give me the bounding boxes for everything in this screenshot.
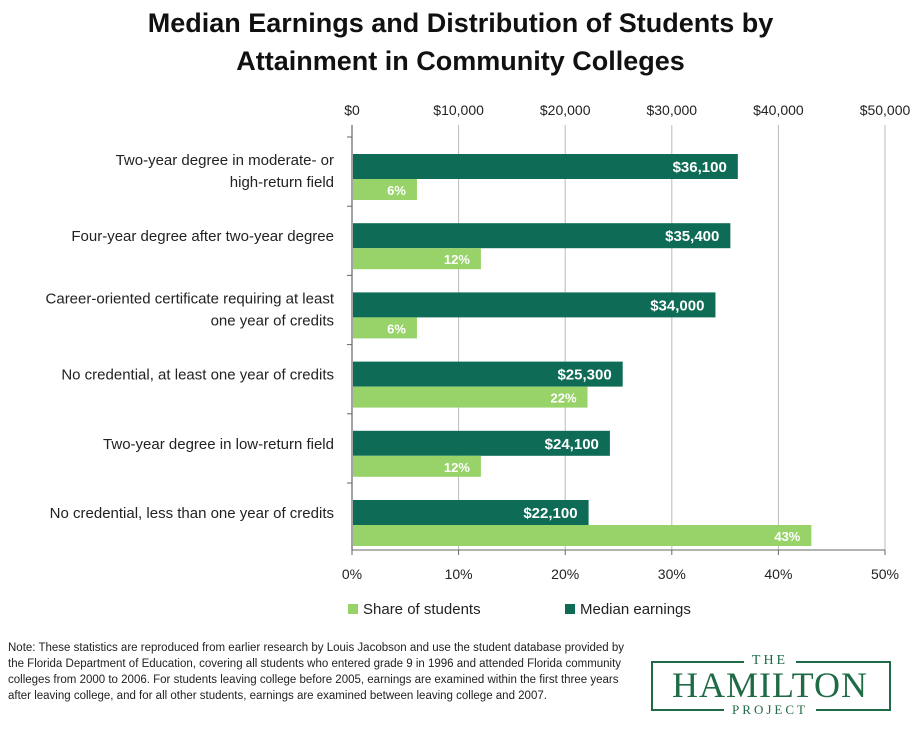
share-bar: [353, 317, 417, 339]
share-bar: [353, 386, 588, 408]
legend-label-share: Share of students: [363, 601, 481, 618]
share-data-label: 12%: [444, 460, 470, 475]
x-axis-bottom-tick-label: 0%: [342, 566, 362, 582]
earnings-bar: [353, 361, 623, 387]
x-axis-bottom-tick-label: 50%: [871, 566, 899, 582]
share-data-label: 6%: [387, 321, 406, 336]
x-axis-bottom-tick-label: 10%: [445, 566, 473, 582]
share-data-label: 22%: [550, 391, 576, 406]
hamilton-project-logo: THE HAMILTON PROJECT: [651, 651, 891, 717]
x-axis-top-tick-label: $0: [344, 102, 360, 118]
legend-swatch-share: [348, 604, 358, 614]
chart-title-line1: Median Earnings and Distribution of Stud…: [147, 8, 774, 38]
logo-project: PROJECT: [724, 702, 816, 717]
share-data-label: 12%: [444, 252, 470, 267]
category-label: Two-year degree in low-return field: [103, 436, 334, 453]
category-label: Four-year degree after two-year degree: [71, 228, 334, 245]
x-axis-top-tick-label: $30,000: [646, 102, 697, 118]
x-axis-top-tick-label: $50,000: [860, 102, 911, 118]
chart-title-line2: Attainment in Community Colleges: [236, 46, 685, 76]
category-label: No credential, less than one year of cre…: [50, 505, 334, 522]
earnings-bar: [353, 154, 738, 179]
x-axis-bottom-tick-label: 40%: [764, 566, 792, 582]
share-bar: [353, 248, 481, 270]
earnings-bar: [353, 500, 589, 525]
category-label: Career-oriented certificate requiring at…: [46, 290, 335, 307]
share-bar: [353, 455, 481, 477]
category-label: one year of credits: [211, 312, 334, 329]
x-axis-bottom-tick-label: 30%: [658, 566, 686, 582]
earnings-data-label: $24,100: [545, 436, 599, 453]
category-label: high-return field: [230, 174, 334, 191]
x-axis-bottom-tick-label: 20%: [551, 566, 579, 582]
x-axis-top-tick-label: $10,000: [433, 102, 484, 118]
earnings-data-label: $25,300: [557, 367, 611, 384]
share-data-label: 43%: [774, 529, 800, 544]
share-bar: [353, 525, 812, 546]
earnings-data-label: $22,100: [523, 505, 577, 522]
earnings-data-label: $36,100: [673, 159, 727, 176]
logo-the: THE: [743, 653, 797, 668]
legend-swatch-earnings: [565, 604, 575, 614]
x-axis-top-tick-label: $20,000: [540, 102, 591, 118]
logo-name: HAMILTON: [671, 665, 868, 705]
earnings-data-label: $34,000: [650, 297, 704, 314]
legend-label-earnings: Median earnings: [580, 601, 691, 618]
share-bar: [353, 179, 417, 200]
share-data-label: 6%: [387, 183, 406, 198]
category-label: Two-year degree in moderate- or: [116, 152, 334, 169]
category-label: No credential, at least one year of cred…: [61, 367, 334, 384]
earnings-data-label: $35,400: [665, 228, 719, 245]
chart-title: Median Earnings and Distribution of Stud…: [0, 4, 921, 80]
footnote: Note: These statistics are reproduced fr…: [8, 642, 625, 702]
earnings-bar: [353, 223, 731, 249]
x-axis-top-tick-label: $40,000: [753, 102, 804, 118]
bar-chart: $0 $10,000 $20,000 $30,000 $40,000 $50,000 0% 1…: [46, 102, 911, 618]
earnings-bar: [353, 292, 716, 318]
earnings-bar: [353, 430, 610, 456]
